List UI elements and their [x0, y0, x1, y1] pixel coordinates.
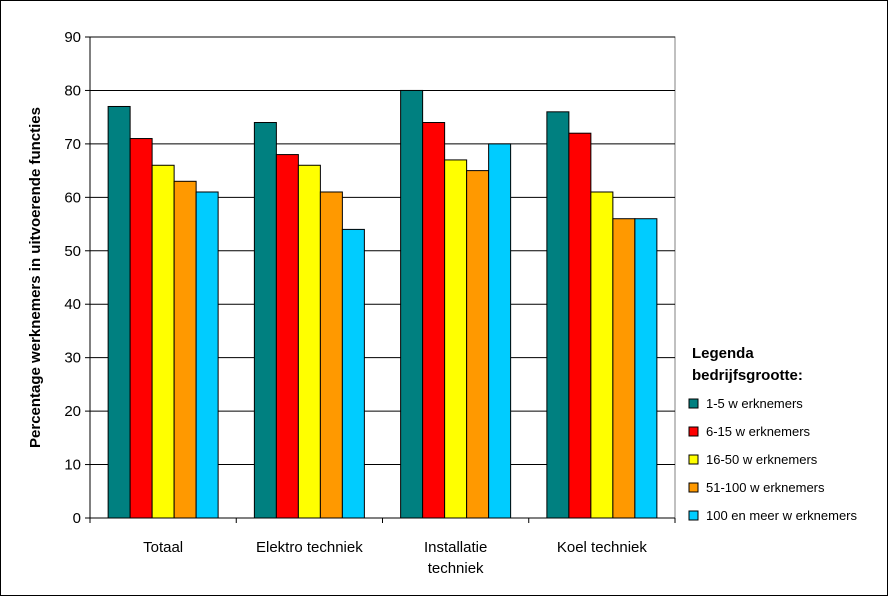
legend-swatch — [688, 398, 699, 409]
bar — [400, 89, 424, 519]
legend-label: 51-100 w erknemers — [706, 480, 825, 495]
legend-label: 100 en meer w erknemers — [706, 508, 858, 523]
bar — [341, 228, 365, 519]
x-tick-label: Installatie — [424, 539, 487, 556]
bar — [612, 218, 636, 519]
y-tick-label: 90 — [64, 29, 81, 46]
bar — [195, 191, 219, 519]
bar — [634, 218, 658, 519]
bar — [151, 164, 175, 519]
legend-title: bedrijfsgrootte: — [692, 367, 803, 384]
bar — [275, 154, 299, 519]
legend-label: 16-50 w erknemers — [706, 452, 818, 467]
legend-label: 6-15 w erknemers — [706, 424, 811, 439]
y-axis-label: Percentage werknemers in uitvoerende fun… — [27, 107, 44, 448]
y-tick-label: 0 — [73, 510, 81, 527]
y-tick-label: 10 — [64, 457, 81, 474]
y-tick-label: 30 — [64, 350, 81, 367]
y-tick-label: 20 — [64, 403, 81, 420]
bar — [173, 180, 197, 519]
bar — [590, 191, 614, 519]
x-tick-label: techniek — [428, 560, 484, 577]
legend-label: 1-5 w erknemers — [706, 396, 803, 411]
bar — [107, 105, 131, 519]
bar — [488, 143, 512, 519]
legend-swatch — [688, 426, 699, 437]
x-tick-label: Totaal — [143, 539, 183, 556]
legend-swatch — [688, 482, 699, 493]
bar — [129, 138, 153, 519]
bar — [297, 164, 321, 519]
legend-swatch — [688, 510, 699, 521]
y-tick-label: 50 — [64, 243, 81, 260]
bar — [546, 111, 570, 519]
y-tick-label: 40 — [64, 296, 81, 313]
y-tick-label: 70 — [64, 136, 81, 153]
bar — [422, 122, 446, 519]
y-tick-label: 60 — [64, 189, 81, 206]
bar — [253, 122, 277, 519]
y-tick-label: 80 — [64, 82, 81, 99]
bar — [568, 132, 592, 519]
legend-swatch — [688, 454, 699, 465]
x-tick-label: Elektro techniek — [256, 539, 363, 556]
bar — [466, 170, 490, 519]
x-tick-label: Koel techniek — [557, 539, 648, 556]
bar — [444, 159, 468, 519]
legend-title: Legenda — [692, 345, 754, 362]
bar — [319, 191, 343, 519]
